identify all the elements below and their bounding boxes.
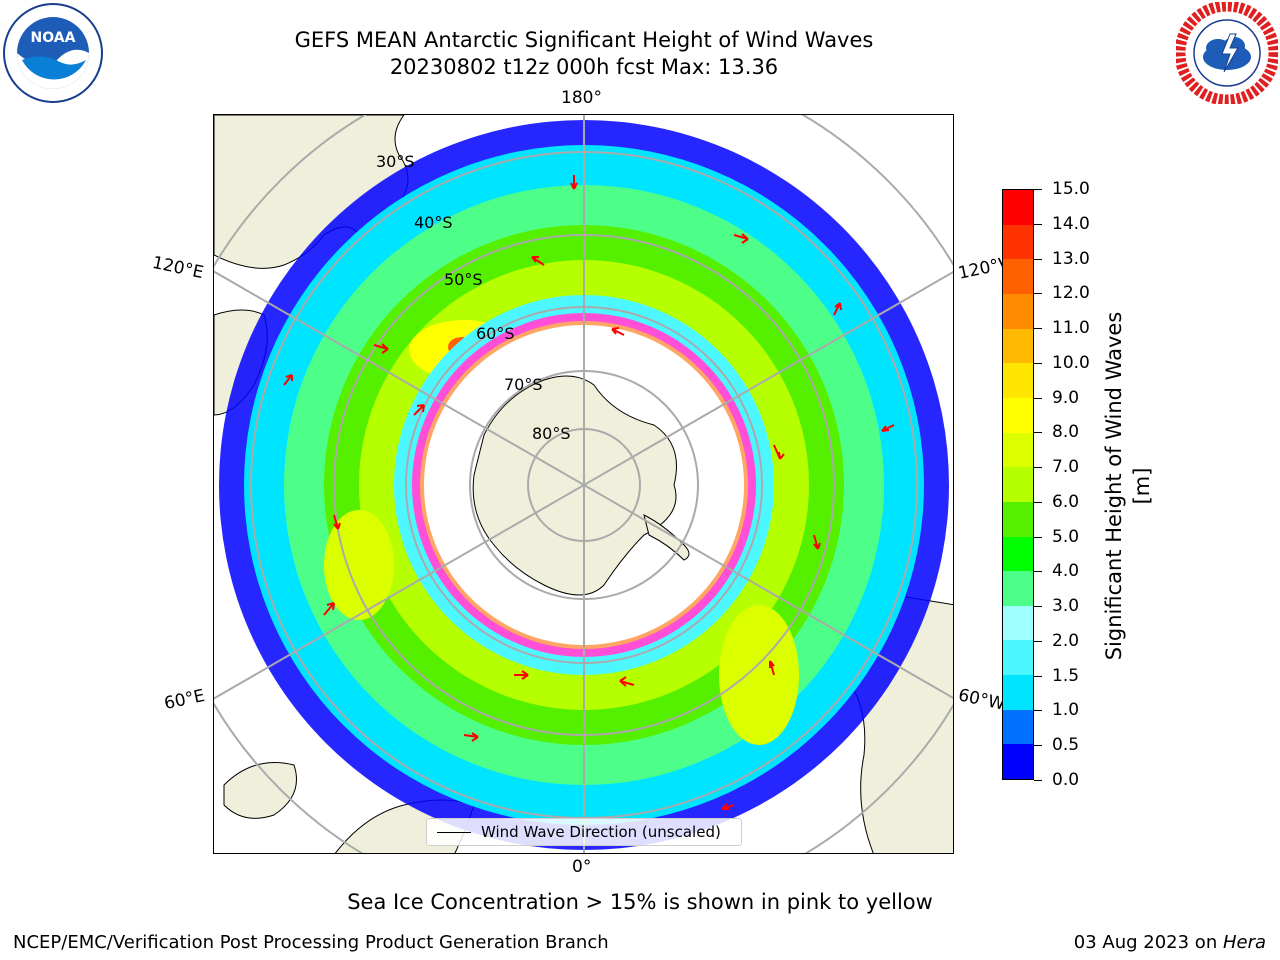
colorbar-tick xyxy=(1034,328,1042,330)
colorbar-tick-label: 1.0 xyxy=(1052,700,1080,721)
colorbar-tick xyxy=(1034,501,1042,503)
colorbar-tick-label: 0.0 xyxy=(1052,770,1080,790)
colorbar-tick xyxy=(1034,780,1042,781)
legend-label: Wind Wave Direction (unscaled) xyxy=(481,823,721,841)
colorbar-segment xyxy=(1003,363,1033,398)
colorbar-tick-label: 10.0 xyxy=(1052,352,1090,373)
colorbar-segment xyxy=(1003,709,1033,745)
lon-label-60e: 60°E xyxy=(162,685,207,715)
colorbar-tick xyxy=(1034,189,1042,190)
legend-line-icon xyxy=(437,831,471,833)
lat-label-30s: 30°S xyxy=(376,152,415,171)
colorbar-tick xyxy=(1034,362,1042,364)
colorbar-segment xyxy=(1003,190,1033,225)
lat-label-40s: 40°S xyxy=(414,213,453,232)
colorbar-tick xyxy=(1034,640,1042,642)
colorbar-tick xyxy=(1034,606,1042,608)
colorbar-tick-label: 5.0 xyxy=(1052,526,1080,547)
footer-credit: NCEP/EMC/Verification Post Processing Pr… xyxy=(13,932,609,953)
footer-machine: Hera xyxy=(1222,932,1266,953)
lat-label-50s: 50°S xyxy=(444,270,483,289)
land-madagascar xyxy=(223,762,297,819)
colorbar-tick xyxy=(1034,467,1042,469)
colorbar-tick xyxy=(1034,258,1042,260)
colorbar-segment xyxy=(1003,294,1033,329)
colorbar-tick-label: 7.0 xyxy=(1052,457,1080,478)
footer-date: 03 Aug 2023 on Hera xyxy=(1073,932,1266,953)
nws-logo-icon xyxy=(1176,2,1278,104)
map-legend: Wind Wave Direction (unscaled) xyxy=(426,818,742,846)
colorbar-tick xyxy=(1034,397,1042,399)
colorbar-tick xyxy=(1034,432,1042,434)
wave-height-map xyxy=(214,115,953,853)
colorbar-tick-label: 15.0 xyxy=(1052,179,1090,199)
land-antarctica xyxy=(472,375,677,596)
colorbar-tick-label: 8.0 xyxy=(1052,422,1080,443)
colorbar-tick-label: 4.0 xyxy=(1052,561,1080,582)
lon-label-60w: 60°W xyxy=(956,685,1007,715)
colorbar-tick xyxy=(1034,745,1042,747)
chart-title: GEFS MEAN Antarctic Significant Height o… xyxy=(294,28,874,52)
colorbar-tick-label: 1.5 xyxy=(1052,665,1080,686)
colorbar-segment xyxy=(1003,536,1033,572)
colorbar-tick xyxy=(1034,675,1042,677)
chart-subtitle: 20230802 t12z 000h fcst Max: 13.36 xyxy=(389,55,779,79)
lat-label-70s: 70°S xyxy=(504,375,543,394)
colorbar-tick-label: 13.0 xyxy=(1052,248,1090,269)
colorbar-segment xyxy=(1003,605,1033,641)
colorbar-segment xyxy=(1003,501,1033,537)
lon-label-180: 180° xyxy=(561,88,602,108)
colorbar-segment xyxy=(1003,675,1033,710)
colorbar-tick-label: 0.5 xyxy=(1052,735,1080,756)
colorbar-tick-label: 9.0 xyxy=(1052,387,1080,408)
lon-label-0: 0° xyxy=(572,857,592,877)
polar-map[interactable] xyxy=(213,114,954,854)
colorbar-segment xyxy=(1003,397,1033,433)
colorbar-segment xyxy=(1003,328,1033,364)
colorbar-tick-label: 3.0 xyxy=(1052,596,1080,617)
colorbar-tick-label: 14.0 xyxy=(1052,213,1090,234)
colorbar-label: Significant Height of Wind Waves [m] xyxy=(1102,311,1154,661)
lon-label-120e: 120°E xyxy=(150,252,206,284)
colorbar-segment xyxy=(1003,432,1033,468)
colorbar-tick-label: 11.0 xyxy=(1052,318,1090,339)
sea-ice-note: Sea Ice Concentration > 15% is shown in … xyxy=(347,890,933,914)
colorbar-tick xyxy=(1034,571,1042,573)
colorbar-tick-label: 6.0 xyxy=(1052,491,1080,512)
colorbar-segment xyxy=(1003,259,1033,295)
lat-label-80s: 80°S xyxy=(532,424,571,443)
colorbar-tick xyxy=(1034,536,1042,538)
colorbar-tick xyxy=(1034,223,1042,225)
colorbar-tick xyxy=(1034,710,1042,712)
svg-text:NOAA: NOAA xyxy=(31,30,76,46)
lat-label-60s: 60°S xyxy=(476,324,515,343)
colorbar-segment xyxy=(1003,224,1033,260)
colorbar xyxy=(1002,189,1034,780)
colorbar-segment xyxy=(1003,571,1033,606)
colorbar-segment xyxy=(1003,640,1033,676)
colorbar-tick xyxy=(1034,293,1042,295)
colorbar-segment xyxy=(1003,744,1033,779)
colorbar-segment xyxy=(1003,467,1033,502)
colorbar-tick-label: 2.0 xyxy=(1052,630,1080,651)
colorbar-tick-label: 12.0 xyxy=(1052,283,1090,304)
noaa-logo-icon: NOAA xyxy=(3,3,103,103)
